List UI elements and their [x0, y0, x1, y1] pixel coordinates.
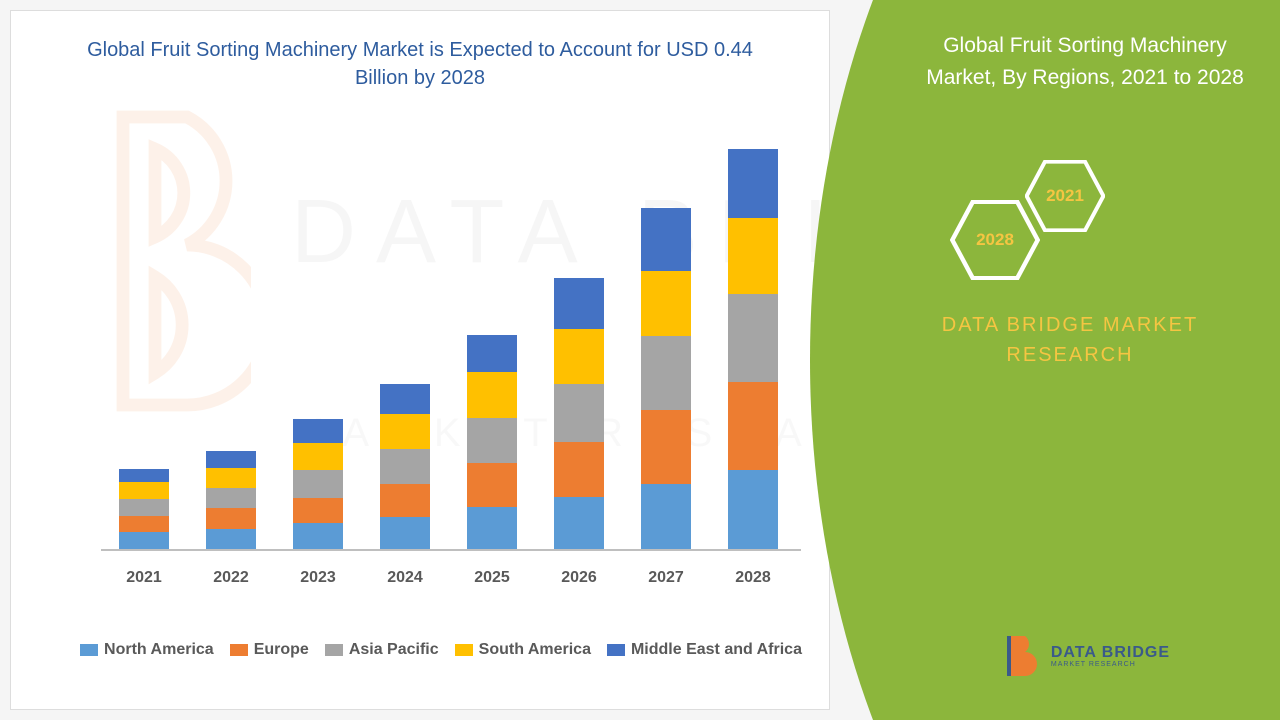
bar-2026: [554, 278, 604, 549]
bar-segment: [728, 470, 778, 549]
bar-segment: [206, 468, 256, 488]
bar-segment: [380, 449, 430, 484]
legend-label: Asia Pacific: [349, 641, 439, 659]
bar-2022: [206, 451, 256, 549]
hex-2021-label: 2021: [1046, 186, 1084, 206]
logo-text: DATA BRIDGE: [1051, 644, 1170, 662]
bar-2023: [293, 419, 343, 549]
bar-segment: [728, 382, 778, 470]
hex-years-icon: 2028 2021: [950, 160, 1150, 300]
bar-segment: [641, 336, 691, 410]
bar-segment: [293, 470, 343, 498]
right-panel: Global Fruit Sorting Machinery Market, B…: [810, 0, 1280, 720]
bar-segment: [728, 218, 778, 294]
logo-mark-icon: [1003, 632, 1043, 680]
bar-2027: [641, 208, 691, 549]
bar-2024: [380, 384, 430, 549]
x-label: 2024: [362, 569, 449, 587]
logo-text-group: DATA BRIDGE MARKET RESEARCH: [1051, 644, 1170, 669]
brand-text: DATA BRIDGE MARKET RESEARCH: [910, 310, 1230, 370]
logo: DATA BRIDGE MARKET RESEARCH: [1003, 632, 1170, 680]
legend-item: South America: [455, 641, 591, 659]
legend-label: Europe: [254, 641, 309, 659]
legend-item: North America: [80, 641, 214, 659]
bar-segment: [554, 384, 604, 441]
legend: North America Europe Asia Pacific South Ame…: [61, 641, 821, 659]
bar-segment: [380, 517, 430, 549]
bar-segment: [119, 482, 169, 499]
x-label: 2026: [536, 569, 623, 587]
legend-swatch-icon: [455, 644, 473, 656]
bar-segment: [206, 508, 256, 528]
bar-segment: [206, 529, 256, 549]
legend-label: Middle East and Africa: [631, 641, 802, 659]
bar-segment: [293, 419, 343, 442]
bar-segment: [293, 523, 343, 549]
hex-2028-label: 2028: [976, 230, 1014, 250]
bar-segment: [641, 484, 691, 549]
legend-item: Asia Pacific: [325, 641, 439, 659]
bar-segment: [467, 507, 517, 549]
bar-segment: [641, 208, 691, 271]
bar-segment: [119, 499, 169, 516]
bar-2025: [467, 335, 517, 549]
bar-segment: [380, 384, 430, 414]
logo-subtext: MARKET RESEARCH: [1051, 661, 1170, 668]
x-label: 2027: [623, 569, 710, 587]
bar-segment: [641, 410, 691, 484]
bar-segment: [293, 498, 343, 523]
legend-item: Europe: [230, 641, 309, 659]
bar-segment: [119, 532, 169, 549]
bar-segment: [467, 463, 517, 507]
legend-item: Middle East and Africa: [607, 641, 802, 659]
bar-2028: [728, 149, 778, 549]
legend-label: South America: [479, 641, 591, 659]
bar-segment: [554, 497, 604, 549]
bar-segment: [728, 294, 778, 382]
bar-segment: [467, 335, 517, 372]
x-label: 2021: [101, 569, 188, 587]
bar-segment: [554, 442, 604, 498]
bar-segment: [728, 149, 778, 218]
bar-segment: [554, 278, 604, 329]
x-label: 2023: [275, 569, 362, 587]
x-label: 2028: [710, 569, 797, 587]
hex-2021: 2021: [1025, 160, 1105, 232]
bar-segment: [119, 469, 169, 483]
right-panel-title: Global Fruit Sorting Machinery Market, B…: [910, 30, 1260, 93]
bar-segment: [293, 443, 343, 471]
bar-2021: [119, 469, 169, 550]
bar-segment: [641, 271, 691, 336]
x-label: 2025: [449, 569, 536, 587]
legend-label: North America: [104, 641, 214, 659]
chart-panel: DATA BRIDGE MARKET RESEARCH Global Fruit…: [10, 10, 830, 710]
bars-container: [101, 151, 801, 551]
bar-segment: [206, 488, 256, 508]
legend-swatch-icon: [325, 644, 343, 656]
bar-segment: [206, 451, 256, 468]
bar-segment: [467, 372, 517, 418]
bar-segment: [380, 414, 430, 449]
legend-swatch-icon: [80, 644, 98, 656]
bar-segment: [380, 484, 430, 516]
legend-swatch-icon: [230, 644, 248, 656]
x-axis-labels: 20212022202320242025202620272028: [101, 561, 801, 591]
x-label: 2022: [188, 569, 275, 587]
bar-segment: [119, 516, 169, 533]
legend-swatch-icon: [607, 644, 625, 656]
bar-segment: [554, 329, 604, 385]
chart-title: Global Fruit Sorting Machinery Market is…: [11, 11, 829, 102]
bar-segment: [467, 418, 517, 462]
chart-area: 20212022202320242025202620272028: [101, 151, 801, 591]
